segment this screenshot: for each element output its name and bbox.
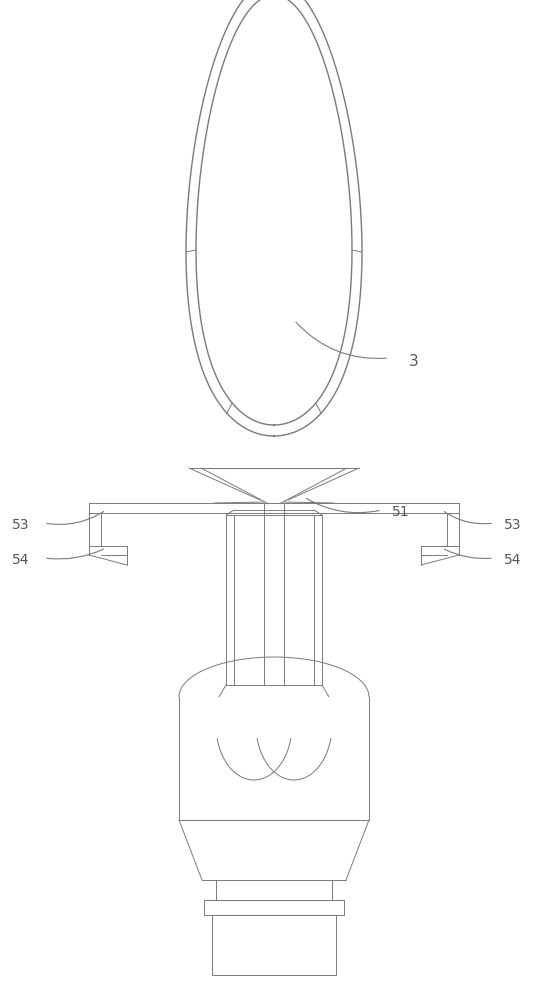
Text: 54: 54 [12, 553, 29, 567]
Text: 3: 3 [409, 355, 419, 369]
Text: 53: 53 [504, 518, 522, 532]
Text: 54: 54 [504, 553, 522, 567]
Text: 51: 51 [392, 505, 410, 519]
Text: 53: 53 [12, 518, 29, 532]
